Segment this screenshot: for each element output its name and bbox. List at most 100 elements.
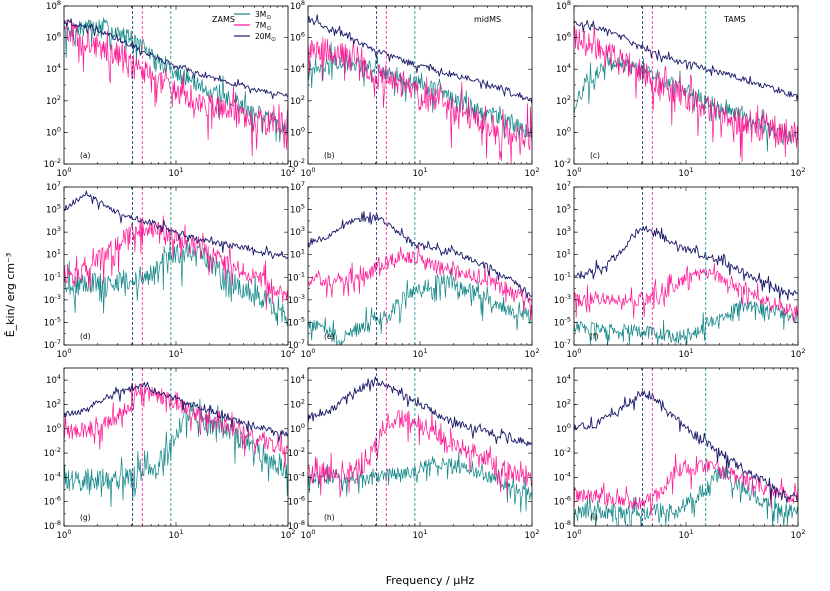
x-tick-label: 100 xyxy=(57,166,72,179)
y-tick-label: 108 xyxy=(290,0,305,12)
stage-label-midms: midMS xyxy=(474,15,501,24)
panel-frame xyxy=(307,367,533,527)
y-tick-label: 10-2 xyxy=(554,157,571,170)
x-tick-label: 100 xyxy=(301,528,316,541)
y-tick-label: 10-1 xyxy=(44,270,61,283)
x-tick-label: 100 xyxy=(567,528,582,541)
y-tick-label: 100 xyxy=(46,125,61,138)
y-tick-label: 10-3 xyxy=(44,293,61,306)
x-tick-label: 100 xyxy=(567,347,582,360)
series-line-3m xyxy=(574,297,798,345)
y-tick-label: 102 xyxy=(556,397,571,410)
x-tick-label: 102 xyxy=(281,347,296,360)
y-tick-label: 10-6 xyxy=(554,495,571,508)
x-tick-label: 102 xyxy=(281,528,296,541)
y-tick-label: 104 xyxy=(46,62,61,75)
x-tick-label: 100 xyxy=(57,528,72,541)
series-line-7m xyxy=(308,244,532,321)
y-tick-label: 101 xyxy=(556,248,571,261)
y-tick-label: 104 xyxy=(556,62,571,75)
y-tick-label: 10-7 xyxy=(44,338,61,351)
y-tick-label: 10-2 xyxy=(44,157,61,170)
y-tick-label: 102 xyxy=(556,94,571,107)
panel-frame xyxy=(307,5,533,165)
y-tick-label: 104 xyxy=(290,373,305,386)
panel-d: 10-7 10-5 10-3 10-1 101 103 105 107 100 101 102 (d) xyxy=(44,180,296,360)
legend: 3M⊙7M⊙20M⊙ xyxy=(234,10,276,43)
panel-frame xyxy=(307,186,533,346)
x-tick-label: 100 xyxy=(301,166,316,179)
series-group xyxy=(64,381,288,508)
y-tick-label: 100 xyxy=(46,422,61,435)
series-line-3m xyxy=(64,241,288,326)
y-tick-label: 10-4 xyxy=(554,470,571,483)
series-line-20m xyxy=(308,376,532,447)
panel-letter: (c) xyxy=(590,151,600,160)
series-line-7m xyxy=(574,24,798,162)
panel-letter: (d) xyxy=(80,332,91,341)
panel-e: 10-7 10-5 10-3 10-1 101 103 105 107 100 101 102 (e) xyxy=(288,180,540,360)
series-group xyxy=(574,225,798,345)
x-tick-label: 102 xyxy=(791,166,806,179)
y-tick-label: 10-7 xyxy=(554,338,571,351)
series-line-3m xyxy=(64,398,288,508)
y-tick-label: 105 xyxy=(556,203,571,216)
series-line-20m xyxy=(308,211,532,299)
x-tick-label: 102 xyxy=(525,528,540,541)
x-tick-label: 101 xyxy=(679,166,694,179)
y-tick-label: 10-8 xyxy=(554,519,571,532)
x-tick-label: 102 xyxy=(791,347,806,360)
y-tick-label: 108 xyxy=(556,0,571,12)
y-tick-label: 102 xyxy=(46,94,61,107)
y-tick-label: 108 xyxy=(46,0,61,12)
panel-letter: (f) xyxy=(590,332,599,341)
y-tick-label: 103 xyxy=(290,225,305,238)
y-axis-title: Ê_kin/ erg cm⁻³ xyxy=(4,253,17,338)
series-group xyxy=(64,190,288,326)
panel-h: 10-8 10-6 10-4 10-2 100 102 104 100 101 102 (h) xyxy=(288,367,540,541)
y-tick-label: 101 xyxy=(290,248,305,261)
x-tick-label: 101 xyxy=(679,528,694,541)
series-line-20m xyxy=(64,381,288,442)
y-tick-label: 104 xyxy=(556,373,571,386)
panel-g: 10-8 10-6 10-4 10-2 100 102 104 100 101 102 (g) xyxy=(44,367,296,541)
series-line-7m xyxy=(308,409,532,498)
series-line-7m xyxy=(574,453,798,516)
y-tick-label: 10-8 xyxy=(44,519,61,532)
series-group xyxy=(308,14,532,164)
y-tick-label: 10-2 xyxy=(44,446,61,459)
y-tick-label: 102 xyxy=(46,397,61,410)
y-axis-title-group: Ê_kin/ erg cm⁻³ xyxy=(4,253,17,338)
x-tick-label: 100 xyxy=(57,347,72,360)
series-line-20m xyxy=(574,19,798,100)
stage-label-zams: ZAMS xyxy=(212,15,235,24)
series-line-3m xyxy=(64,17,288,143)
series-line-20m xyxy=(308,14,532,105)
y-tick-label: 106 xyxy=(46,31,61,44)
y-tick-label: 100 xyxy=(290,422,305,435)
series-group xyxy=(308,376,532,513)
series-group xyxy=(64,17,288,157)
panel-letter: (a) xyxy=(80,151,91,160)
series-line-3m xyxy=(308,267,532,345)
y-tick-label: 100 xyxy=(556,422,571,435)
x-tick-label: 102 xyxy=(525,347,540,360)
series-group xyxy=(574,19,798,162)
y-tick-label: 100 xyxy=(290,125,305,138)
series-line-3m xyxy=(308,41,532,141)
x-tick-label: 100 xyxy=(567,166,582,179)
panel-letter: (e) xyxy=(324,332,335,341)
y-tick-label: 103 xyxy=(46,225,61,238)
y-tick-label: 101 xyxy=(46,248,61,261)
stage-label-tams: TAMS xyxy=(723,15,746,24)
series-group xyxy=(574,390,798,526)
y-tick-label: 104 xyxy=(46,373,61,386)
y-tick-label: 10-2 xyxy=(288,446,305,459)
series-line-7m xyxy=(308,36,532,164)
y-tick-label: 106 xyxy=(556,31,571,44)
panel-letter: (i) xyxy=(590,513,598,522)
series-line-7m xyxy=(64,215,288,310)
series-line-20m xyxy=(574,390,798,504)
